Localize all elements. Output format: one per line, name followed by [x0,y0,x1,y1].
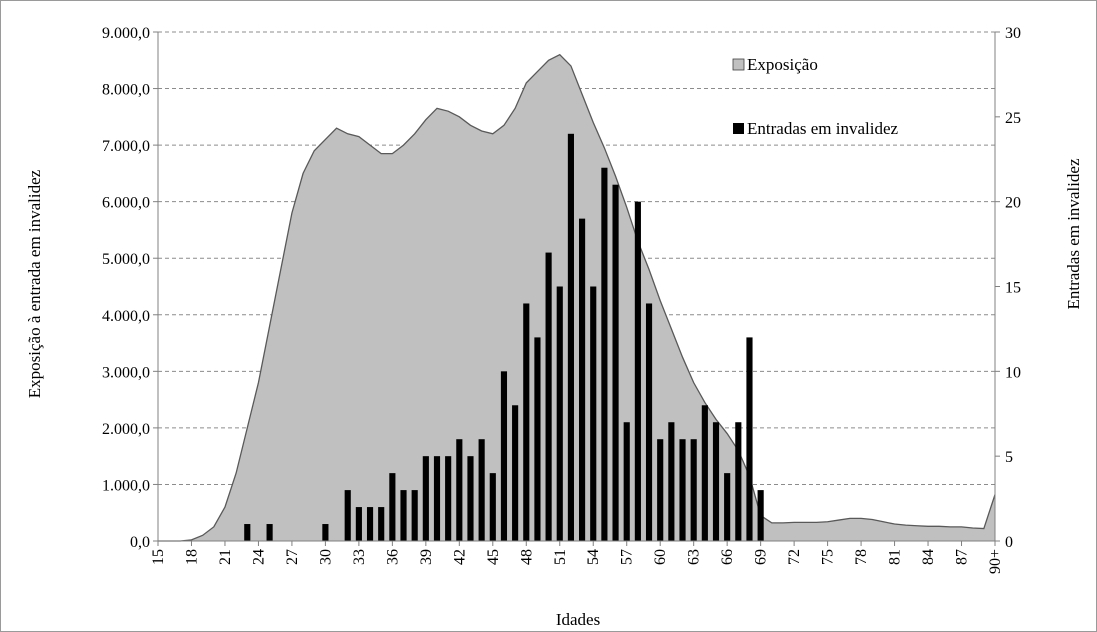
x-tick-label: 57 [619,549,636,565]
entries-bar [657,439,664,541]
x-tick-label: 36 [384,549,401,565]
left-tick-label: 6.000,0 [102,195,150,212]
x-tick-label: 84 [920,549,937,565]
entries-bar [668,422,675,541]
entries-bar [400,490,407,541]
x-tick-label: 90+ [987,549,1004,574]
entries-bar [590,286,597,541]
entries-bar [355,507,362,541]
left-tick-label: 4.000,0 [102,308,150,325]
entries-bar [523,303,530,541]
right-axis-title: Entradas em invalidez [1064,158,1083,310]
x-tick-label: 45 [485,549,502,565]
entries-bar [489,473,496,541]
entries-bar [634,201,641,542]
x-tick-label: 15 [150,549,167,565]
x-tick-label: 51 [552,549,569,565]
entries-bar [679,439,686,541]
entries-bar [433,456,441,541]
x-tick-label: 54 [585,549,602,565]
entries-bar [456,439,463,541]
left-tick-label: 1.000,0 [102,477,150,494]
entries-bar [478,439,485,541]
entries-bar [712,422,720,541]
x-tick-label: 21 [217,549,234,565]
entries-bar [422,456,429,541]
entries-bar [746,337,753,541]
entries-bar [579,218,586,541]
legend-swatch-exposure [732,58,745,71]
x-tick-label: 27 [284,549,301,565]
axes-group [153,31,1000,546]
x-tick-label: 72 [786,549,803,565]
entries-bar [645,303,653,541]
entries-bar [701,405,708,541]
entries-bar [623,422,630,541]
x-tick-label: 75 [820,549,837,565]
x-tick-label: 81 [887,549,904,565]
entries-bar [724,473,731,541]
entries-bar [735,422,742,541]
exposure-area-group [158,53,996,542]
x-tick-label: 30 [317,549,334,565]
entries-bar [244,524,251,541]
left-tick-label: 8.000,0 [102,82,150,99]
right-tick-label: 5 [1005,449,1013,466]
left-tick-label: 9.000,0 [102,25,150,42]
right-tick-label: 0 [1005,534,1013,551]
right-tick-label: 10 [1005,364,1021,381]
legend-label-exposure: Exposição [747,55,818,74]
x-tick-label: 48 [518,549,535,565]
entries-bar [389,473,396,541]
entries-bar [500,371,508,541]
entries-bars-group [244,133,764,542]
entries-bar [567,133,574,542]
left-tick-label: 7.000,0 [102,138,150,155]
legend-swatch-entries [733,123,744,134]
x-tick-label: 63 [686,549,703,565]
left-tick-label: 0,0 [130,534,150,551]
entries-bar [445,456,452,541]
entries-bar [601,167,608,542]
x-tick-label: 39 [418,549,435,565]
x-tick-label: 60 [652,549,669,565]
entries-bar [545,252,552,541]
entries-bar [344,490,351,541]
right-tick-label: 20 [1005,195,1021,212]
right-tick-label: 25 [1005,110,1021,127]
entries-bar [467,456,474,541]
entries-bar [690,439,697,541]
entries-bar [378,507,385,541]
entries-bar [512,405,519,541]
exposure-area [158,54,995,542]
x-axis-title: Idades [556,610,600,629]
x-tick-label: 69 [753,549,770,565]
left-tick-label: 5.000,0 [102,251,150,268]
legend: Exposição Entradas em invalidez [732,55,899,138]
x-tick-label: 42 [451,549,468,565]
x-tick-label: 87 [954,549,971,565]
entries-bar [556,286,563,541]
left-tick-label: 3.000,0 [102,364,150,381]
left-tick-label: 2.000,0 [102,421,150,438]
tick-labels-group: 0,0 1.000,0 2.000,0 3.000,0 4.000,0 5.000,0 6.… [102,25,1021,574]
x-tick-label: 33 [351,549,368,565]
legend-label-entries: Entradas em invalidez [747,119,899,138]
entries-bar [757,490,764,541]
entries-bar [366,507,374,541]
entries-bar [612,184,619,541]
entries-bar [534,337,541,541]
entries-bar [411,490,418,541]
x-tick-label: 24 [250,549,267,565]
entries-bar [266,524,273,541]
left-axis-title: Exposição à entrada em invalidez [25,169,44,398]
x-tick-label: 18 [183,549,200,565]
x-tick-label: 66 [719,549,736,565]
right-tick-label: 30 [1005,25,1021,42]
right-tick-label: 15 [1005,280,1021,297]
entries-bar [322,524,329,541]
exposure-line [158,53,996,542]
x-tick-label: 78 [853,549,870,565]
